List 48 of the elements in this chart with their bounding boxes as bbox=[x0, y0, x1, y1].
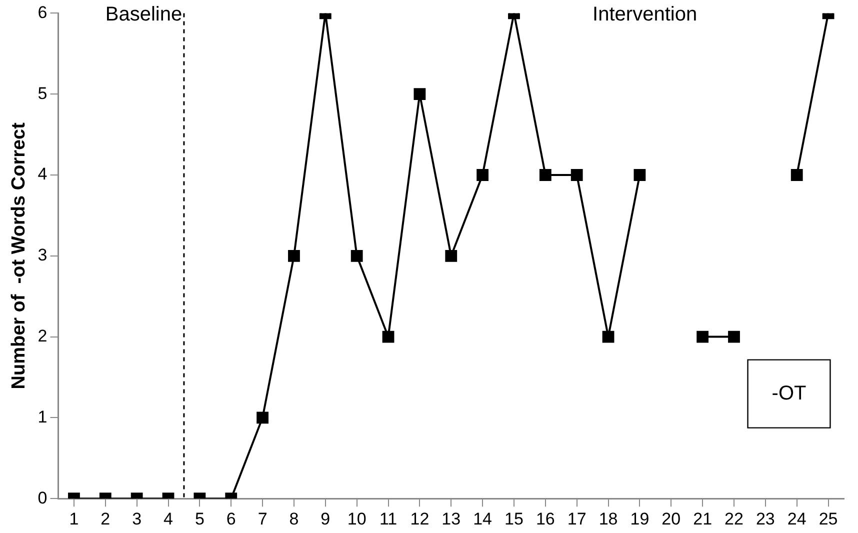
point bbox=[602, 330, 614, 343]
annotation: -OT bbox=[772, 382, 806, 404]
y-tick-label: 3 bbox=[38, 246, 48, 265]
point bbox=[728, 330, 740, 343]
point bbox=[288, 250, 300, 262]
x-tick-label: 9 bbox=[320, 509, 330, 528]
x-tick-label: 10 bbox=[347, 509, 366, 528]
point bbox=[445, 250, 458, 262]
annotation: Baseline bbox=[105, 4, 182, 26]
x-tick-label: 7 bbox=[258, 509, 268, 528]
y-tick-label: 2 bbox=[38, 326, 48, 346]
x-tick-label: 16 bbox=[536, 509, 555, 528]
x-tick-label: 24 bbox=[787, 509, 806, 528]
x-tick-label: 25 bbox=[818, 509, 838, 528]
point bbox=[539, 169, 552, 181]
point bbox=[476, 169, 489, 181]
x-tick-label: 20 bbox=[662, 509, 681, 528]
x-tick-label: 3 bbox=[132, 509, 142, 528]
x-tick-label: 5 bbox=[194, 509, 204, 528]
point bbox=[570, 169, 583, 181]
x-tick-label: 8 bbox=[289, 509, 299, 528]
x-tick-label: 11 bbox=[379, 509, 398, 528]
point bbox=[634, 169, 646, 181]
x-tick-label: 1 bbox=[69, 509, 79, 528]
x-tick-label: 23 bbox=[756, 509, 775, 528]
annotation: Intervention bbox=[592, 4, 698, 26]
x-tick-label: 18 bbox=[598, 509, 618, 528]
point bbox=[696, 330, 709, 343]
x-tick-label: 22 bbox=[724, 509, 744, 528]
x-tick-label: 19 bbox=[630, 509, 650, 528]
y-tick-label: 1 bbox=[38, 407, 48, 426]
point bbox=[790, 169, 803, 181]
y-tick-label: 6 bbox=[38, 2, 48, 22]
y-tick-label: 0 bbox=[38, 488, 48, 508]
x-tick-label: 4 bbox=[164, 509, 173, 528]
point bbox=[382, 330, 394, 343]
x-tick-label: 17 bbox=[567, 509, 586, 528]
x-tick-label: 2 bbox=[100, 509, 110, 528]
point bbox=[350, 250, 363, 262]
y-tick-label: 4 bbox=[38, 164, 48, 184]
x-tick-label: 15 bbox=[504, 509, 524, 528]
x-tick-label: 6 bbox=[226, 509, 236, 528]
x-tick-label: 13 bbox=[442, 509, 461, 528]
x-tick-label: 21 bbox=[693, 509, 712, 528]
y-axis-title: Number of -ot Words Correct bbox=[8, 122, 30, 390]
x-tick-label: 12 bbox=[410, 509, 430, 528]
x-tick-label: 14 bbox=[473, 509, 492, 528]
y-tick-label: 5 bbox=[38, 84, 48, 103]
